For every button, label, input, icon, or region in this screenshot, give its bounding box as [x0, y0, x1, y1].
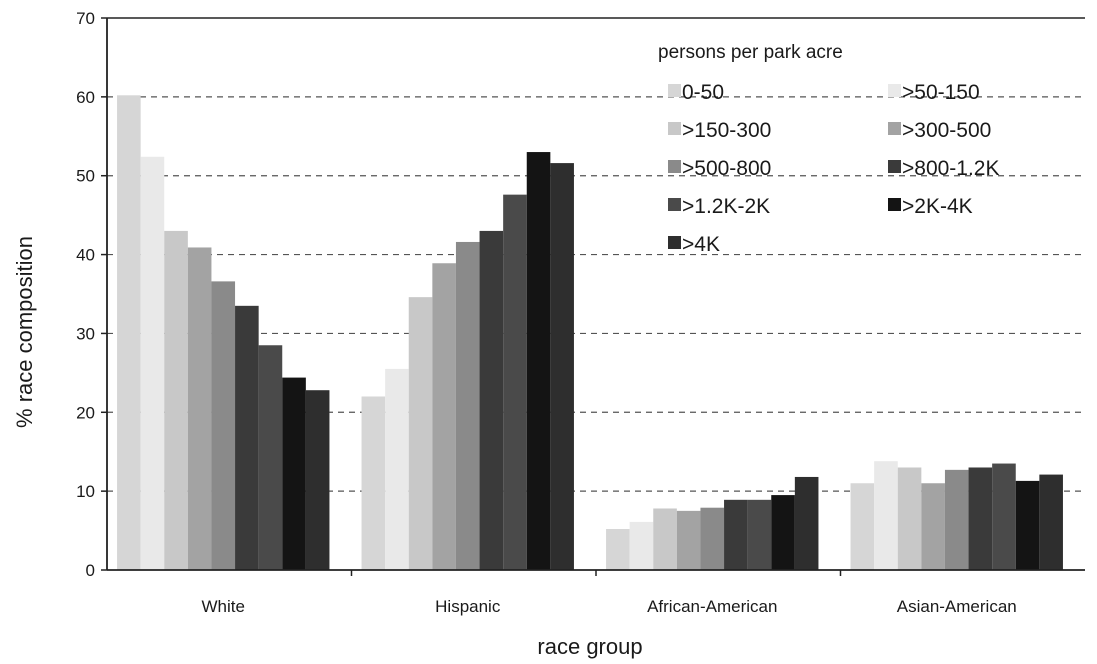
bar	[432, 263, 456, 570]
bar	[653, 508, 677, 570]
bar	[503, 194, 527, 570]
bar	[944, 469, 969, 570]
bar	[771, 495, 795, 570]
legend-label: >50-150	[902, 81, 980, 104]
legend-swatch	[888, 160, 901, 173]
bar	[140, 156, 165, 570]
bar	[629, 521, 654, 570]
bar	[724, 499, 748, 570]
y-tick-label: 10	[76, 482, 95, 501]
x-tick-label: Hispanic	[435, 597, 501, 616]
x-tick-label: White	[202, 597, 245, 616]
axes: 0 10 20 30 40 50 60 70 White Hispanic African-Amer…	[76, 9, 1085, 616]
bar	[361, 396, 386, 570]
legend-swatch	[668, 160, 681, 173]
legend-label: >300-500	[902, 119, 991, 142]
bar	[187, 247, 212, 570]
legend-label: 0-50	[682, 81, 724, 104]
bar	[211, 281, 236, 570]
bar	[282, 377, 306, 570]
legend-swatch	[668, 236, 681, 249]
y-tick-label: 40	[76, 246, 95, 265]
y-tick-label: 30	[76, 324, 95, 343]
bar	[305, 390, 330, 570]
legend-title: persons per park acre	[658, 42, 843, 63]
bar	[897, 467, 922, 570]
bar	[117, 95, 141, 570]
bar	[258, 345, 283, 570]
legend-swatch	[668, 122, 681, 135]
x-tick-label: Asian-American	[897, 597, 1017, 616]
bar	[700, 507, 725, 570]
bar	[479, 230, 504, 570]
legend-swatch	[888, 84, 901, 97]
y-axis-title: % race composition	[12, 236, 37, 428]
legend-swatch	[668, 84, 681, 97]
y-tick-label: 0	[86, 561, 95, 580]
legend-label: >150-300	[682, 119, 771, 142]
bar	[385, 368, 409, 570]
legend: persons per park acre 0-50 >50-150 >150-30…	[658, 42, 1000, 256]
bar	[921, 483, 945, 570]
bar	[1015, 480, 1040, 570]
legend-swatch	[888, 122, 901, 135]
bar	[676, 510, 701, 570]
bar	[550, 163, 574, 570]
x-tick-label: African-American	[647, 597, 777, 616]
legend-label: >4K	[682, 233, 720, 256]
legend-label: >800-1.2K	[902, 157, 1000, 180]
legend-swatch	[888, 198, 901, 211]
bar	[794, 476, 819, 570]
bar	[850, 483, 875, 570]
bar	[992, 463, 1016, 570]
bar	[874, 461, 898, 570]
legend-label: >2K-4K	[902, 195, 973, 218]
bar	[968, 467, 993, 570]
bar	[455, 241, 480, 570]
legend-swatch	[668, 198, 681, 211]
bar	[408, 297, 433, 570]
bar	[235, 305, 259, 570]
bar	[606, 528, 630, 570]
legend-label: >1.2K-2K	[682, 195, 770, 218]
y-tick-label: 20	[76, 403, 95, 422]
bar	[1039, 474, 1063, 570]
y-tick-label: 60	[76, 88, 95, 107]
x-axis-title: race group	[537, 634, 642, 659]
bar	[526, 152, 551, 571]
bars	[117, 95, 1063, 571]
legend-label: >500-800	[682, 157, 771, 180]
bar	[747, 499, 772, 570]
y-tick-label: 70	[76, 9, 95, 28]
y-tick-label: 50	[76, 167, 95, 186]
bar	[164, 230, 188, 570]
